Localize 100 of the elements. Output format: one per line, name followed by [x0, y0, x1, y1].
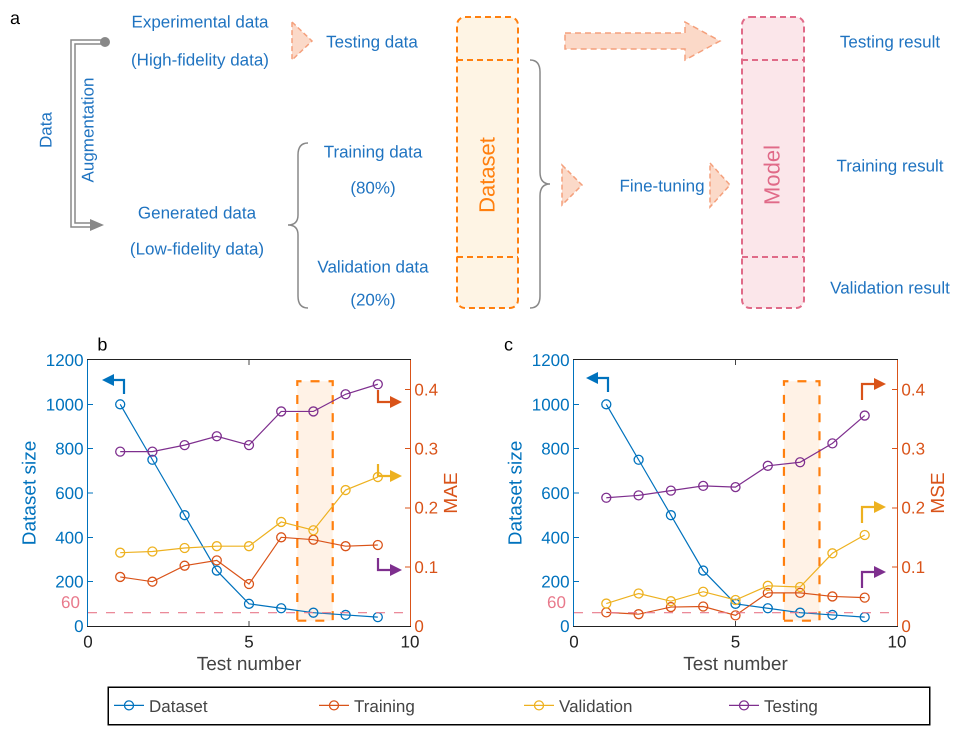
- y2-tick-label: 0.1: [901, 558, 926, 577]
- point: [276, 516, 286, 528]
- x-tick-label: 5: [730, 632, 740, 652]
- x-axis-title: Test number: [683, 654, 788, 676]
- point: [794, 457, 806, 468]
- text: Validation result: [830, 278, 950, 298]
- point: [666, 602, 676, 612]
- point: [115, 446, 126, 457]
- point: [698, 601, 708, 612]
- point: [372, 612, 383, 622]
- point: [827, 591, 838, 602]
- point: [147, 454, 158, 465]
- y-axis-title: Dataset size: [20, 440, 41, 546]
- ref-line-label: 60: [547, 593, 566, 612]
- point: [860, 592, 870, 603]
- point: [601, 492, 612, 503]
- y-tick-label: 1200: [532, 350, 570, 370]
- y-tick-label: 600: [541, 484, 570, 503]
- point: [212, 541, 222, 552]
- ref-line-label: 60: [61, 593, 80, 612]
- text: Generated data: [138, 204, 257, 222]
- y2-tick-label: 0.4: [414, 380, 438, 400]
- y2-tick-label: 0.4: [901, 380, 926, 400]
- point: [244, 440, 254, 450]
- point: [276, 603, 286, 614]
- chart-title: b: [97, 334, 108, 355]
- point: [794, 582, 806, 592]
- point: [860, 612, 870, 622]
- point: [633, 588, 644, 599]
- y-tick-label: 0: [560, 616, 570, 636]
- point: [147, 576, 158, 587]
- x-tick-label: 5: [244, 632, 254, 652]
- point: [340, 541, 351, 552]
- text: Dataset: [474, 137, 500, 213]
- point: [244, 541, 254, 552]
- point: [827, 438, 838, 448]
- point: [794, 588, 806, 598]
- y-tick-label: 800: [541, 440, 570, 459]
- y-axis-title: Dataset size: [506, 440, 527, 546]
- point: [730, 594, 741, 606]
- y-tick-label: 600: [55, 484, 84, 503]
- point: [730, 610, 741, 621]
- point: [666, 596, 676, 606]
- y2-tick-label: 0.3: [901, 440, 926, 459]
- text: (High-fidelity data): [131, 50, 269, 70]
- point: [827, 548, 838, 558]
- point: [147, 446, 158, 457]
- point: [633, 609, 644, 620]
- point: [147, 546, 158, 557]
- text: Fine-tuning: [619, 176, 705, 196]
- point: [212, 431, 222, 442]
- legend-label: Dataset: [149, 696, 208, 716]
- y-tick-label: 800: [55, 440, 84, 459]
- text: a: [10, 8, 21, 28]
- text: Testing data: [326, 32, 418, 52]
- point: [730, 598, 741, 609]
- point: [308, 406, 319, 417]
- point: [276, 406, 286, 417]
- y2-axis-title: MAE: [440, 472, 462, 514]
- point: [860, 530, 870, 540]
- point: [698, 480, 708, 492]
- text: (20%): [350, 290, 396, 310]
- point: [762, 588, 773, 598]
- point: [698, 565, 708, 576]
- text: (80%): [350, 178, 396, 198]
- point: [308, 525, 319, 536]
- legend-label: Testing: [764, 696, 818, 716]
- y-tick-label: 400: [55, 528, 84, 548]
- point: [372, 379, 383, 390]
- y-tick-label: 400: [541, 528, 570, 548]
- point: [115, 399, 126, 410]
- point: [601, 607, 612, 618]
- point: [179, 560, 190, 571]
- legend-label: Training: [354, 696, 415, 716]
- point: [179, 510, 190, 520]
- text: Testing result: [840, 32, 940, 52]
- point: [372, 472, 383, 482]
- point: [698, 586, 708, 597]
- point: [179, 542, 190, 554]
- text: Training result: [836, 156, 944, 176]
- legend-label: Validation: [559, 696, 632, 716]
- point: [340, 484, 351, 496]
- point: [827, 610, 838, 620]
- point: [115, 572, 126, 582]
- point: [762, 603, 773, 614]
- y2-tick-label: 0.1: [414, 558, 438, 577]
- point: [340, 389, 351, 400]
- point: [601, 598, 612, 609]
- y2-tick-label: 0.3: [414, 440, 438, 459]
- y2-axis-title: MSE: [928, 472, 949, 514]
- y-tick-label: 200: [541, 572, 570, 592]
- y-tick-label: 0: [74, 616, 84, 636]
- x-axis-title: Test number: [196, 654, 302, 676]
- text: Training data: [324, 142, 423, 162]
- point: [762, 580, 773, 591]
- point: [212, 565, 222, 576]
- point: [730, 482, 741, 492]
- text: (Low-fidelity data): [130, 240, 264, 258]
- y-tick-label: 1000: [532, 395, 570, 414]
- point: [601, 399, 612, 410]
